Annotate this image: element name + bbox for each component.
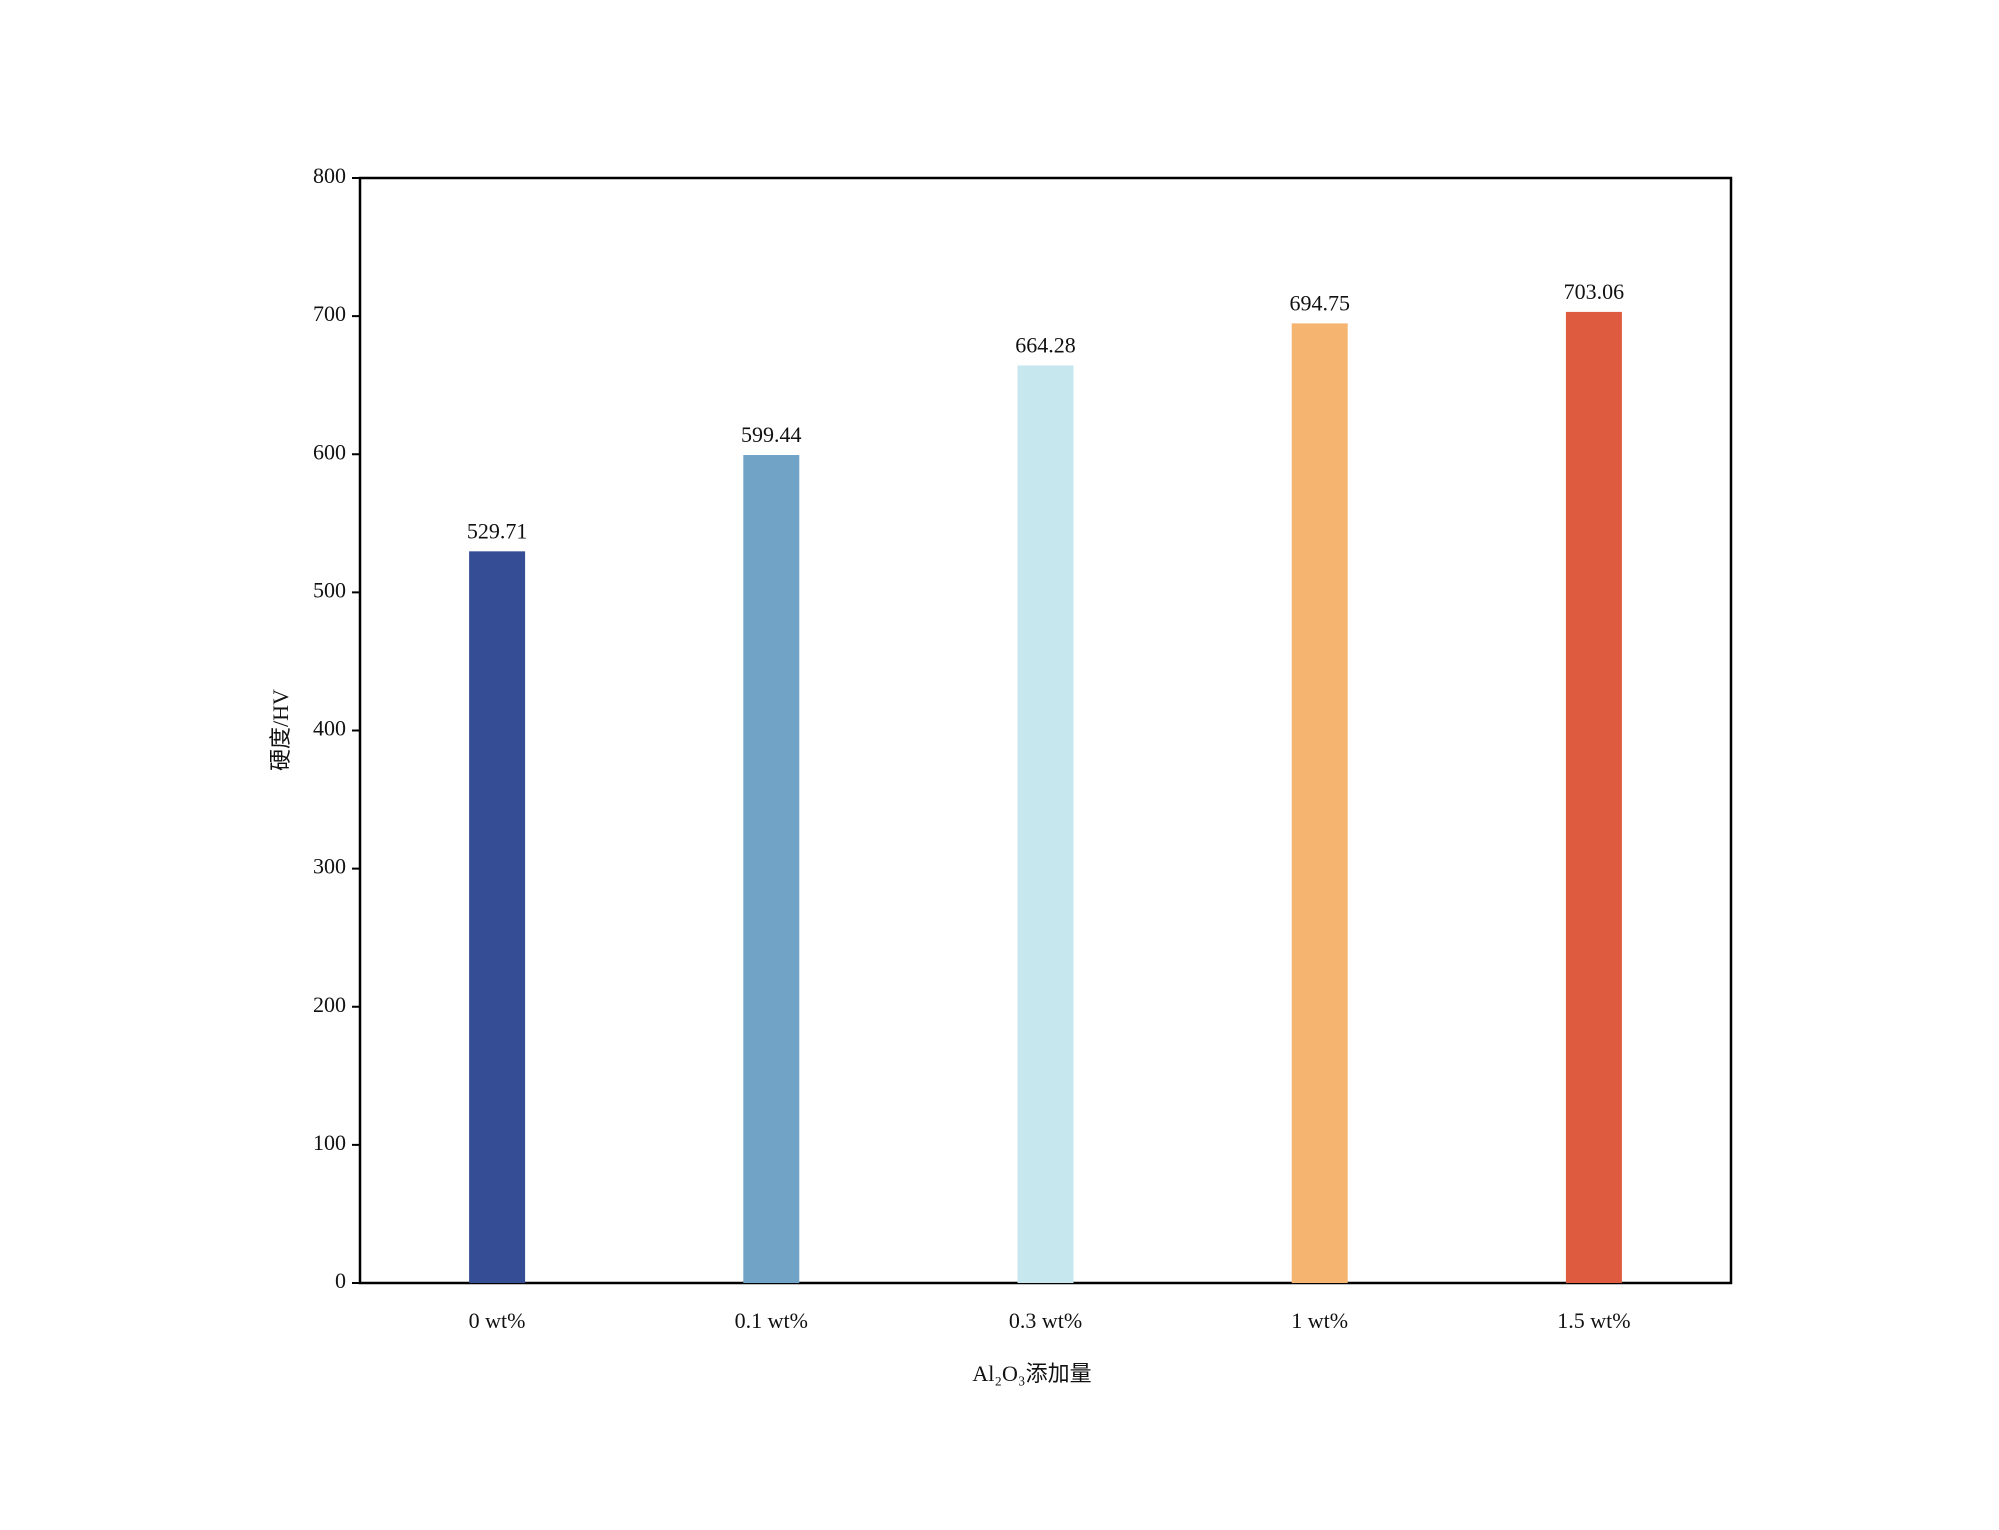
bar xyxy=(743,455,800,1283)
bar xyxy=(469,551,526,1283)
bar xyxy=(1565,311,1622,1283)
x-tick-label: 1.5 wt% xyxy=(1557,1308,1630,1333)
value-label: 703.06 xyxy=(1564,279,1625,304)
x-tick-label: 1 wt% xyxy=(1291,1308,1348,1333)
y-tick-label: 500 xyxy=(313,577,346,602)
y-tick-label: 100 xyxy=(313,1130,346,1155)
x-tick-label: 0 wt% xyxy=(469,1308,526,1333)
value-label: 599.44 xyxy=(741,422,802,447)
y-tick-label: 700 xyxy=(313,301,346,326)
y-tick-label: 200 xyxy=(313,992,346,1017)
bar xyxy=(1017,365,1074,1283)
y-tick-label: 300 xyxy=(313,854,346,879)
y-tick-label: 800 xyxy=(313,163,346,188)
x-tick-label: 0.1 wt% xyxy=(735,1308,808,1333)
y-axis-label: 硬度/HV xyxy=(268,689,293,771)
value-label: 694.75 xyxy=(1289,290,1350,315)
y-tick-label: 0 xyxy=(335,1268,346,1293)
x-axis-label: Al₂O₃添加量 xyxy=(972,1361,1091,1386)
value-label: 664.28 xyxy=(1015,333,1076,358)
x-tick-label: 0.3 wt% xyxy=(1009,1308,1082,1333)
y-tick-label: 400 xyxy=(313,716,346,741)
value-label: 529.71 xyxy=(467,518,528,543)
y-tick-label: 600 xyxy=(313,439,346,464)
bar xyxy=(1291,323,1348,1283)
